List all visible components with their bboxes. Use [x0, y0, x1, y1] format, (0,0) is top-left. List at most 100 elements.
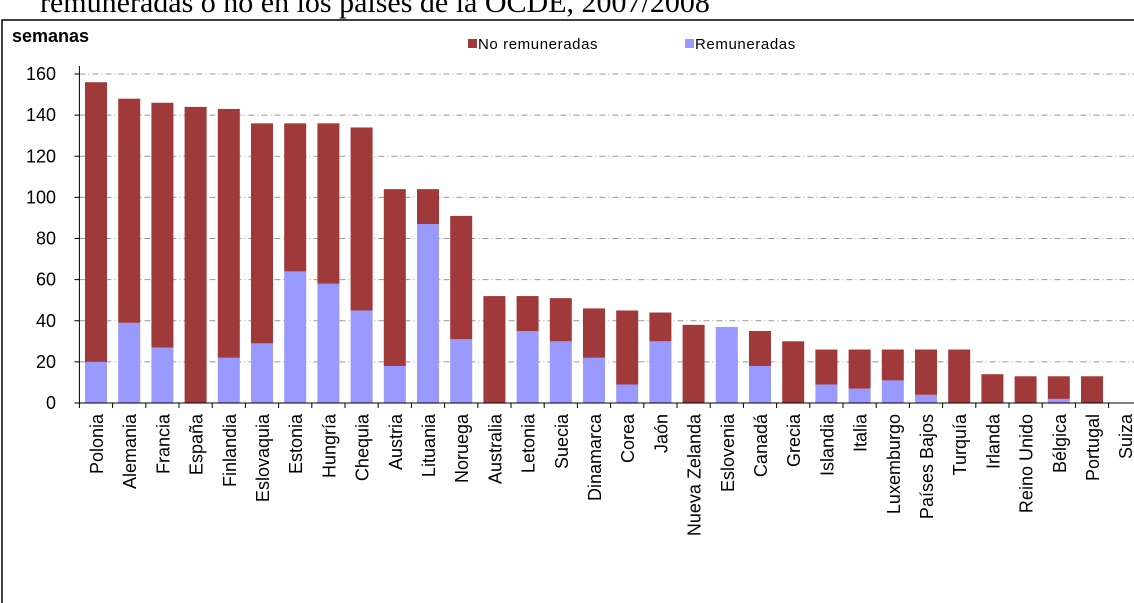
bar-segment [881, 380, 904, 403]
bar-segment [1047, 398, 1070, 403]
bar-segment [516, 296, 539, 332]
bar-segment [1047, 376, 1070, 399]
x-tick-label: Estonia [286, 413, 306, 474]
x-tick-label: Dinamarca [585, 413, 605, 501]
x-tick-label: Eslovenia [718, 413, 738, 492]
bar-segment [184, 106, 207, 404]
x-tick-label: Eslovaquia [253, 413, 273, 502]
y-tick-label: 80 [36, 229, 56, 249]
x-tick-label: Reino Unido [1017, 414, 1037, 513]
bar-segment [251, 123, 273, 344]
bar-segment [948, 349, 971, 403]
bar-segment [417, 224, 439, 403]
x-tick-label: Irlanda [983, 413, 1003, 469]
bar-segment [118, 98, 141, 323]
x-tick-label: Corea [618, 413, 638, 463]
y-tick-label: 140 [26, 105, 56, 125]
x-tick-label: Luxemburgo [884, 414, 904, 514]
x-tick-label: Turquía [950, 413, 970, 475]
legend-swatch [468, 39, 477, 48]
x-tick-label: Noruega [452, 413, 472, 483]
y-tick-label: 100 [26, 187, 56, 207]
bar-segment [1081, 376, 1103, 403]
bar-segment [682, 324, 705, 403]
x-tick-label: Polonia [87, 413, 107, 474]
x-tick-label: Lituania [419, 413, 439, 477]
bar-segment [848, 349, 871, 389]
x-tick-label: Nueva Zelanda [685, 413, 705, 536]
chart-title: remuneradas o no en los países de la OCD… [40, 0, 710, 19]
y-axis-label: semanas [12, 26, 89, 46]
x-tick-label: España [187, 413, 207, 475]
bar-segment [815, 384, 838, 403]
y-tick-label: 40 [36, 311, 56, 331]
bar-segment [383, 189, 406, 366]
bar-segment [350, 310, 373, 403]
bar-segment [815, 349, 838, 385]
bar-segment [350, 127, 373, 311]
bar-segment [583, 357, 605, 403]
bar-segment [649, 341, 672, 403]
x-tick-label: Hungría [319, 413, 339, 478]
bar-segment [583, 308, 605, 358]
bar-segment [981, 374, 1004, 403]
x-tick-label: Portugal [1083, 414, 1103, 481]
bar-segment [151, 347, 174, 403]
bar-segment [251, 343, 273, 403]
bar-segment [516, 331, 539, 403]
bar-segment [915, 394, 937, 403]
bar-segment [749, 331, 771, 366]
bar-segment [450, 339, 473, 403]
bar-segment [118, 322, 141, 403]
x-tick-label: Austria [386, 413, 406, 470]
bar-segment [151, 102, 174, 348]
x-tick-label: Chequia [353, 413, 373, 481]
bar-segment [85, 361, 107, 403]
x-tick-label: Grecia [784, 413, 804, 467]
x-tick-label: Suecia [552, 413, 572, 469]
bar-segment [915, 349, 937, 395]
bar-segment [881, 349, 904, 381]
x-tick-label: Australia [485, 413, 505, 484]
bar-segment [749, 365, 771, 403]
bar-segment [549, 298, 572, 342]
x-tick-label: Letonia [519, 413, 539, 473]
bar-segment [317, 283, 340, 403]
x-tick-label: Italia [851, 413, 871, 452]
x-tick-label: Bélgica [1050, 413, 1070, 473]
y-tick-label: 120 [26, 146, 56, 166]
bar-segment [715, 326, 738, 403]
bar-segment [782, 341, 805, 403]
x-tick-label: Francia [153, 413, 173, 474]
legend-label: No remuneradas [478, 36, 598, 53]
bar-segment [284, 123, 307, 272]
x-tick-label: Canadá [751, 413, 771, 477]
bar-segment [450, 215, 473, 340]
y-tick-label: 20 [36, 352, 56, 372]
x-tick-label: Alemania [120, 413, 140, 489]
y-tick-label: 0 [46, 393, 56, 413]
bar-segment [848, 388, 871, 403]
legend-swatch [685, 39, 694, 48]
bar-segment [616, 384, 639, 403]
x-tick-label: Jaón [651, 414, 671, 453]
x-tick-label: Países Bajos [917, 414, 937, 519]
bar-segment [417, 189, 439, 225]
bar-segment [85, 82, 107, 362]
bar-segment [217, 357, 240, 403]
bar-segment [483, 296, 506, 403]
y-tick-label: 60 [36, 270, 56, 290]
bar-segment [284, 271, 307, 403]
bar-segment [549, 341, 572, 403]
y-tick-label: 160 [26, 64, 56, 84]
x-tick-label: Islandia [817, 413, 837, 476]
bar-segment [383, 365, 406, 403]
bar-segment [217, 108, 240, 358]
bar-segment [649, 312, 672, 342]
bar-segment [317, 123, 340, 284]
x-tick-label: Suiza [1116, 413, 1134, 459]
legend-label: Remuneradas [695, 36, 796, 53]
bar-segment [616, 310, 639, 385]
